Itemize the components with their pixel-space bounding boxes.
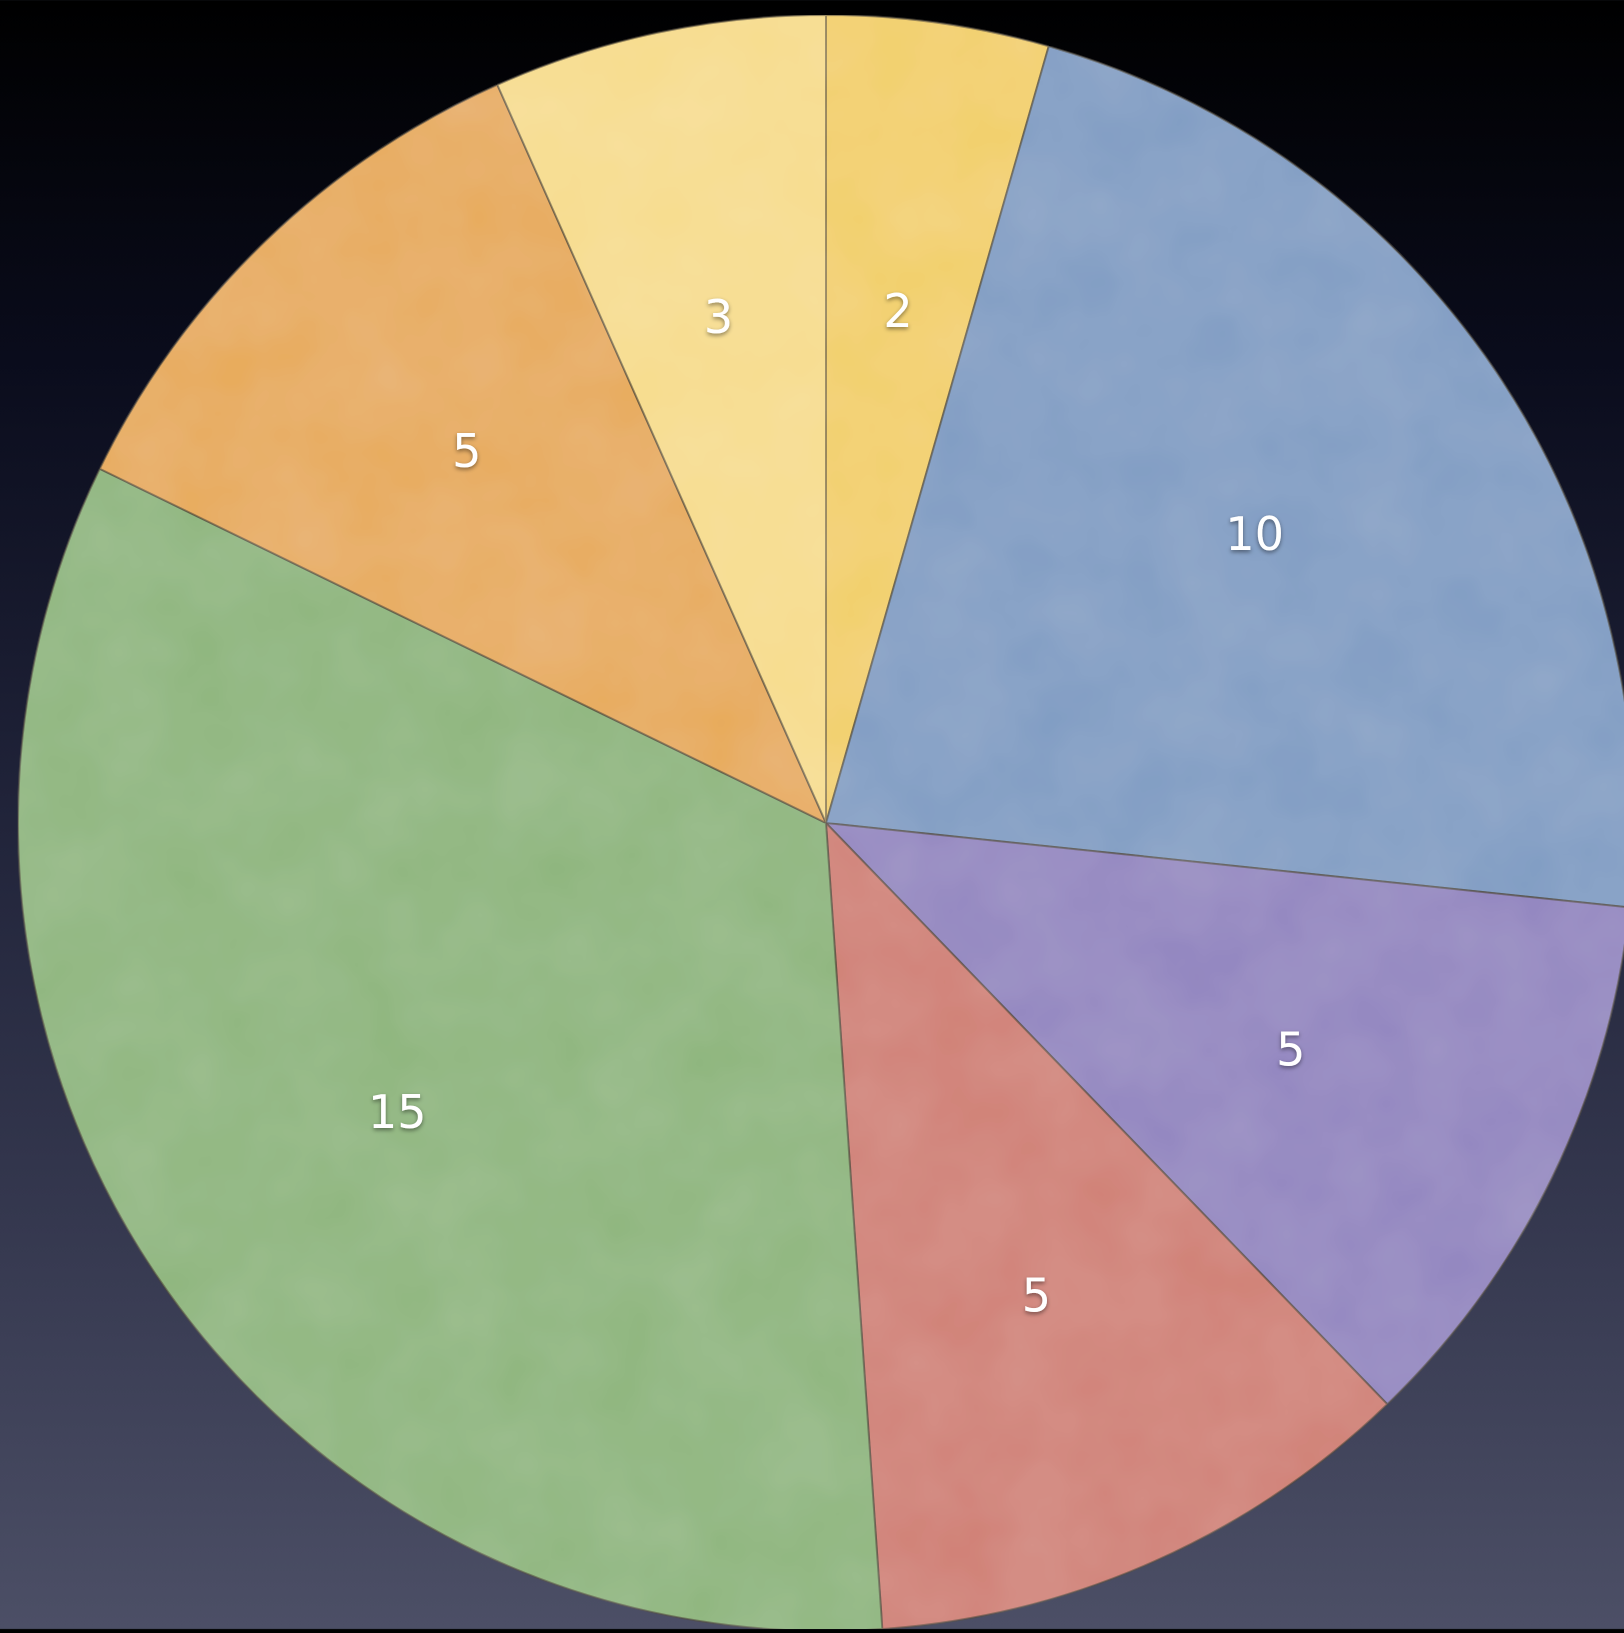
- slice-label-3: 5: [1022, 1268, 1051, 1322]
- slice-label-1: 10: [1225, 507, 1284, 561]
- slice-label-6: 3: [704, 290, 733, 344]
- pie-slice-1: [825, 45, 1624, 908]
- pie-slice-6: [496, 14, 827, 824]
- pie-slice-4: [17, 467, 884, 1632]
- pie-slice-2: [825, 822, 1624, 1406]
- slice-label-2: 5: [1276, 1023, 1305, 1077]
- pie-slice-3: [825, 822, 1389, 1631]
- slice-label-0: 2: [883, 284, 912, 338]
- slice-label-4: 15: [368, 1085, 427, 1139]
- pie-slices: [17, 14, 1624, 1632]
- slice-label-5: 5: [452, 424, 481, 478]
- pie-slice-0: [825, 14, 1050, 824]
- pie-slice-5: [98, 83, 827, 824]
- pie-labels: 2 10 5 5 15 5 3: [368, 284, 1305, 1323]
